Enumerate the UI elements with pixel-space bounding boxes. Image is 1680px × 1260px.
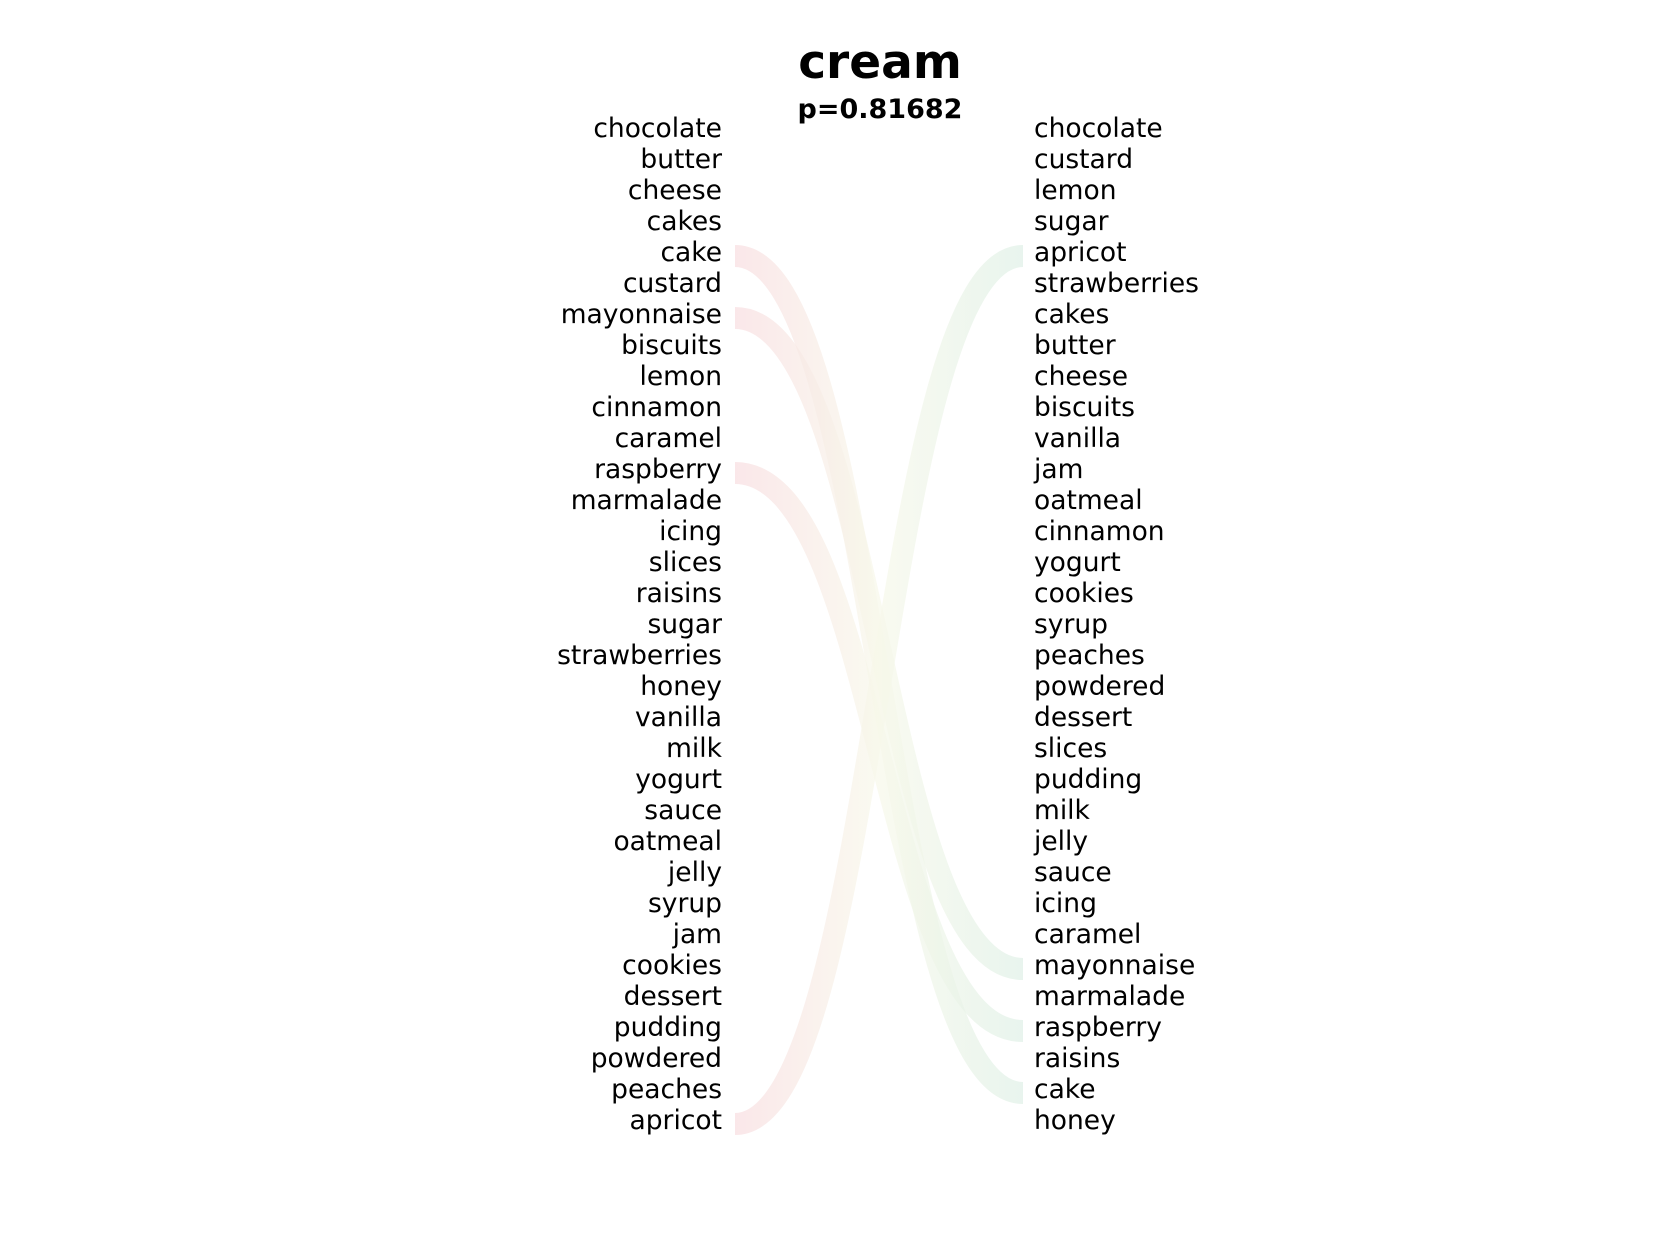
right-rank-label: icing — [1034, 888, 1097, 919]
right-rank-label: cinnamon — [1034, 516, 1165, 547]
left-rank-label: lemon — [639, 361, 723, 392]
right-rank-label: syrup — [1034, 609, 1109, 640]
right-rank-label: cookies — [1034, 578, 1134, 609]
left-rank-label: dessert — [623, 981, 722, 1012]
right-rank-label: yogurt — [1034, 547, 1121, 578]
right-rank-label: pudding — [1034, 764, 1143, 795]
left-rank-label: cinnamon — [591, 392, 722, 423]
left-rank-label: custard — [622, 268, 722, 299]
right-rank-label: cheese — [1034, 361, 1129, 392]
left-rank-label: strawberries — [557, 640, 722, 671]
right-rank-label: chocolate — [1034, 113, 1163, 144]
right-rank-label: jelly — [1034, 826, 1089, 857]
right-rank-label: raspberry — [1034, 1012, 1162, 1043]
left-rank-label: cookies — [622, 950, 722, 981]
rank-link-apricot — [733, 245, 1025, 1135]
left-rank-label: mayonnaise — [560, 299, 722, 330]
left-rank-label: slices — [648, 547, 722, 578]
right-rank-label: strawberries — [1034, 268, 1199, 299]
right-rank-label: powdered — [1034, 671, 1166, 702]
right-rank-label: mayonnaise — [1034, 950, 1196, 981]
right-rank-label: sugar — [1034, 206, 1109, 237]
right-rank-label: jam — [1034, 454, 1084, 485]
right-rank-label: apricot — [1034, 237, 1127, 268]
left-rank-label: syrup — [647, 888, 722, 919]
left-rank-label: cheese — [627, 175, 722, 206]
chart-title: cream — [798, 35, 962, 90]
right-rank-label: biscuits — [1034, 392, 1135, 423]
left-rank-label: caramel — [614, 423, 722, 454]
right-rank-label: slices — [1034, 733, 1108, 764]
right-rank-label: oatmeal — [1034, 485, 1143, 516]
right-rank-label: dessert — [1034, 702, 1133, 733]
left-rank-label: honey — [640, 671, 722, 702]
left-rank-label: cake — [660, 237, 722, 268]
left-rank-label: marmalade — [570, 485, 722, 516]
right-rank-label: cakes — [1034, 299, 1110, 330]
left-rank-label: milk — [666, 733, 722, 764]
right-rank-label: marmalade — [1034, 981, 1186, 1012]
left-rank-label: jelly — [667, 857, 722, 888]
left-rank-label: jam — [672, 919, 722, 950]
left-rank-label: butter — [640, 144, 722, 175]
left-rank-label: chocolate — [593, 113, 722, 144]
left-rank-label: raspberry — [594, 454, 722, 485]
right-rank-label: sauce — [1034, 857, 1112, 888]
left-rank-label: yogurt — [635, 764, 722, 795]
right-rank-label: caramel — [1034, 919, 1142, 950]
left-rank-label: peaches — [611, 1074, 722, 1105]
right-rank-label: honey — [1034, 1105, 1116, 1136]
right-rank-label: lemon — [1034, 175, 1117, 206]
right-rank-label: butter — [1034, 330, 1116, 361]
left-rank-label: apricot — [629, 1105, 723, 1136]
chart-subtitle: p=0.81682 — [797, 94, 963, 125]
right-rank-label: milk — [1034, 795, 1090, 826]
right-rank-label: cake — [1034, 1074, 1096, 1105]
left-rank-label: icing — [659, 516, 722, 547]
left-rank-label: powdered — [590, 1043, 722, 1074]
right-rank-label: vanilla — [1034, 423, 1122, 454]
left-rank-label: pudding — [613, 1012, 722, 1043]
left-rank-label: raisins — [635, 578, 722, 609]
left-rank-label: cakes — [646, 206, 722, 237]
left-rank-label: biscuits — [621, 330, 722, 361]
right-rank-label: raisins — [1034, 1043, 1121, 1074]
right-rank-label: peaches — [1034, 640, 1145, 671]
left-rank-label: sauce — [644, 795, 722, 826]
left-rank-label: vanilla — [634, 702, 722, 733]
right-rank-label: custard — [1034, 144, 1134, 175]
left-rank-label: oatmeal — [613, 826, 722, 857]
left-rank-label: sugar — [647, 609, 722, 640]
